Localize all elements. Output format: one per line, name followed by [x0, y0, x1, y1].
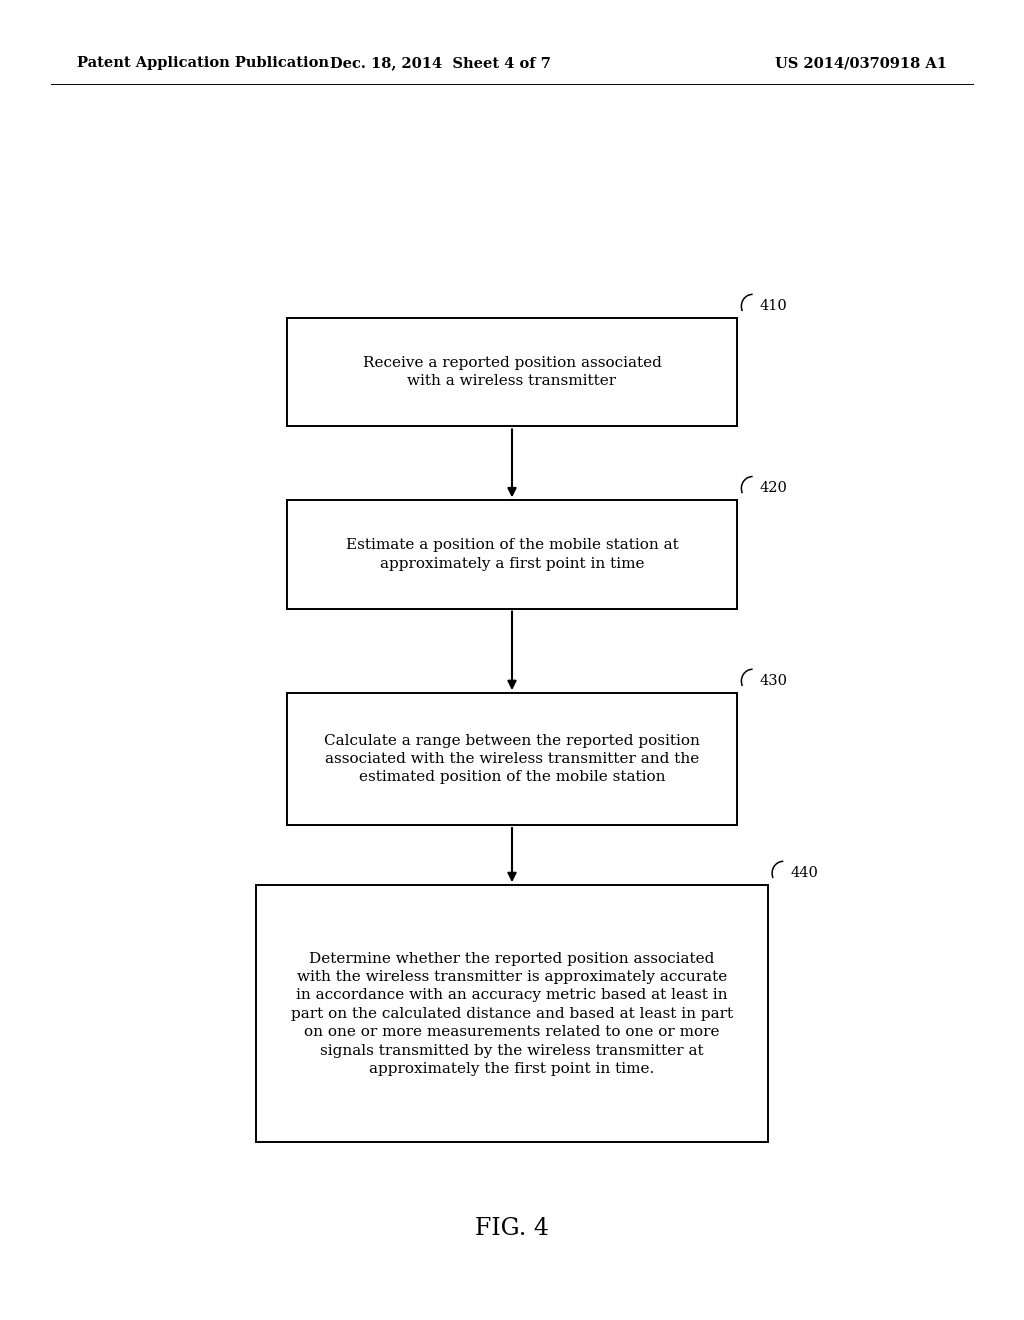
Text: US 2014/0370918 A1: US 2014/0370918 A1	[775, 57, 947, 70]
Text: Estimate a position of the mobile station at
approximately a first point in time: Estimate a position of the mobile statio…	[346, 539, 678, 570]
Bar	[287, 500, 737, 609]
Text: Determine whether the reported position associated
with the wireless transmitter: Determine whether the reported position …	[291, 952, 733, 1076]
Text: Dec. 18, 2014  Sheet 4 of 7: Dec. 18, 2014 Sheet 4 of 7	[330, 57, 551, 70]
Text: 440: 440	[791, 866, 818, 879]
Text: Patent Application Publication: Patent Application Publication	[77, 57, 329, 70]
Text: 420: 420	[760, 480, 787, 495]
Text: FIG. 4: FIG. 4	[475, 1217, 549, 1239]
Text: Calculate a range between the reported position
associated with the wireless tra: Calculate a range between the reported p…	[324, 734, 700, 784]
Bar	[287, 693, 737, 825]
Bar	[256, 884, 768, 1142]
Text: 410: 410	[760, 298, 787, 313]
Bar	[287, 318, 737, 426]
Text: Receive a reported position associated
with a wireless transmitter: Receive a reported position associated w…	[362, 356, 662, 388]
Text: 430: 430	[760, 673, 787, 688]
